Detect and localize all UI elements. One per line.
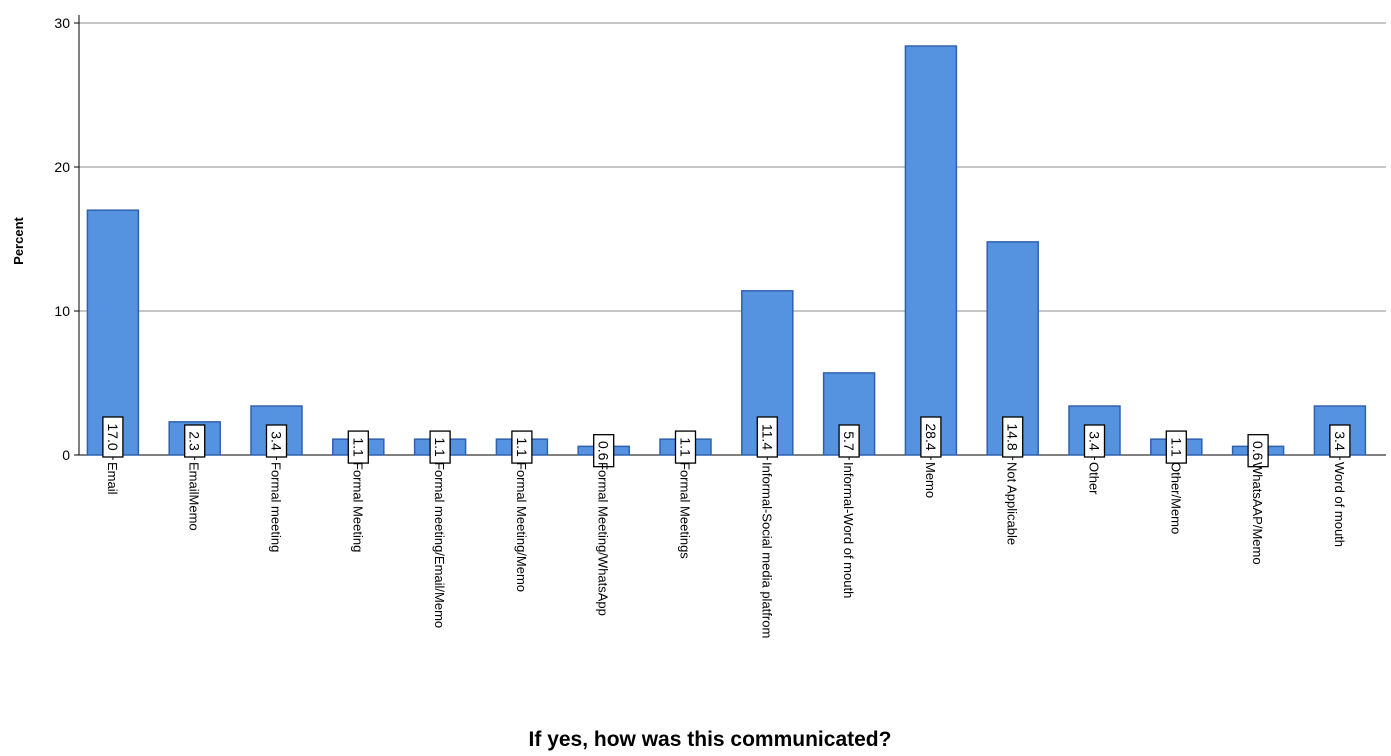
x-tick-label: Memo xyxy=(923,462,938,498)
y-tick-label: 10 xyxy=(54,303,70,319)
x-tick-label: Other xyxy=(1087,462,1102,495)
data-label-box xyxy=(102,416,124,458)
data-label-box xyxy=(1002,416,1024,458)
x-tick-label: Email xyxy=(105,462,120,495)
data-label-text: 14.8 xyxy=(1005,423,1021,450)
x-tick-label: Not Applicable xyxy=(1005,462,1020,545)
y-tick-label: 30 xyxy=(54,15,70,31)
bars xyxy=(86,45,1367,456)
data-label-box xyxy=(1083,424,1106,458)
data-label: 1.1 xyxy=(511,430,533,464)
data-label: 28.4 xyxy=(920,416,942,458)
data-label-box xyxy=(1329,424,1351,458)
grid-lines xyxy=(79,22,1386,312)
data-label-box xyxy=(920,416,942,458)
y-tick-label: 0 xyxy=(62,447,70,463)
data-label-text: 11.4 xyxy=(759,424,775,450)
data-label-box xyxy=(184,424,206,458)
data-label-text: 28.4 xyxy=(923,423,939,450)
x-axis-label: If yes, how was this communicated? xyxy=(529,728,892,751)
data-label-box xyxy=(838,424,860,458)
x-tick-label: Other/Memo xyxy=(1168,462,1183,534)
x-tick-label: Formal Meeting xyxy=(350,462,365,552)
data-label-text: 1.1 xyxy=(432,437,448,457)
data-label-box xyxy=(593,434,615,468)
data-label-text: 3.4 xyxy=(1087,431,1103,451)
data-label-text: 3.4 xyxy=(269,431,285,451)
data-label: 0.6 xyxy=(1247,434,1269,468)
bar xyxy=(904,45,958,456)
category-labels: Email EmailMemo Formal meeting Formal Meeti… xyxy=(105,462,1347,638)
data-label-box xyxy=(1165,430,1187,464)
x-tick-label: Informal-Social media platfrom xyxy=(759,462,774,638)
x-tick-label: Word of mouth xyxy=(1332,462,1347,547)
data-label: 0.6 xyxy=(593,434,615,468)
data-label: 1.1 xyxy=(1165,430,1187,464)
bar xyxy=(986,241,1039,456)
x-tick-label: Formal meeting xyxy=(269,462,284,552)
data-label: 2.3 xyxy=(184,424,206,458)
data-label: 3.4 xyxy=(1329,424,1351,458)
data-label: 3.4 xyxy=(1083,424,1106,458)
data-label-box xyxy=(756,416,778,458)
x-tick-label: Formal Meeting/Memo xyxy=(514,462,529,592)
data-label: 14.8 xyxy=(1002,416,1024,458)
x-tick-label: EmailMemo xyxy=(187,462,202,531)
data-label-text: 1.1 xyxy=(514,437,530,457)
data-label-box xyxy=(429,430,451,464)
data-label-box xyxy=(511,430,533,464)
axes: 0 10 20 30 xyxy=(54,15,1386,463)
data-label-text: 5.7 xyxy=(841,431,857,451)
data-label-box xyxy=(674,430,697,464)
data-label-text: 0.6 xyxy=(596,441,612,461)
data-label: 1.1 xyxy=(674,430,697,464)
y-tick-label: 20 xyxy=(54,159,70,175)
data-labels: 17.0 2.3 3.4 1.1 1.1 1.1 0.6 1.1 11.4 5.7 28.4 14.8… xyxy=(102,416,1351,468)
data-label-text: 2.3 xyxy=(187,431,203,451)
x-tick-label: Informal-Word of mouth xyxy=(841,462,856,598)
data-label: 1.1 xyxy=(429,430,451,464)
data-label: 3.4 xyxy=(265,424,288,458)
data-label-text: 1.1 xyxy=(1168,437,1184,457)
data-label-box xyxy=(1247,434,1269,468)
data-label-text: 17.0 xyxy=(105,423,121,450)
data-label-text: 1.1 xyxy=(678,437,694,457)
data-label-box xyxy=(265,424,288,458)
bar xyxy=(86,209,140,456)
data-label: 17.0 xyxy=(102,416,124,458)
data-label: 11.4 xyxy=(756,416,778,458)
x-tick-label: Formal Meeting/WhatsApp xyxy=(596,462,611,616)
data-label: 1.1 xyxy=(347,430,369,464)
data-label-text: 1.1 xyxy=(350,437,366,457)
x-tick-label: WhatsAAP/Memo xyxy=(1250,462,1265,565)
data-label-text: 3.4 xyxy=(1332,431,1348,451)
data-label-box xyxy=(347,430,369,464)
x-tick-label: Formal Meetings xyxy=(678,462,693,559)
data-label: 5.7 xyxy=(838,424,860,458)
data-label-text: 0.6 xyxy=(1250,441,1266,461)
x-tick-label: Formal meeting/Email/Memo xyxy=(432,462,447,628)
y-axis-label: Percent xyxy=(11,216,26,264)
